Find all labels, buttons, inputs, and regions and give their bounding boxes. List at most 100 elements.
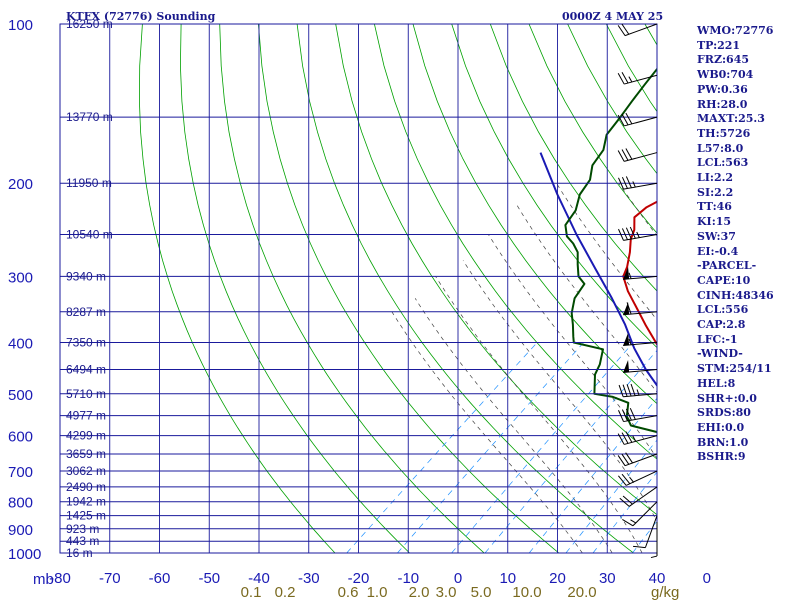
mixing-ratio-tick-label: 10.0 (512, 584, 541, 600)
wind-barb-feather (621, 228, 628, 240)
wind-barb-flag (623, 266, 630, 280)
index-item: KI:15 (697, 215, 732, 229)
wind-barb-feather (621, 71, 629, 84)
wind-barb (617, 148, 658, 162)
wind-barb-feather (621, 113, 629, 126)
pressure-tick-label: 1000 (8, 546, 41, 563)
mixing-ratio-tick-label: 0.1 (241, 584, 262, 600)
index-item: TH:5726 (697, 126, 751, 140)
wind-barb-feather (629, 226, 636, 239)
wind-barb-staff (624, 453, 658, 467)
sounding-indices-panel: WMO:72776 TP:221 FRZ:645 WB0:704 PW:0.36 RH:2… (697, 24, 774, 465)
wind-barb-feather (625, 176, 632, 188)
mixing-ratio-tick-label: 1.0 (367, 584, 388, 600)
moist-adiabat (391, 311, 583, 553)
wind-barb-staff (628, 486, 658, 507)
plot-frame (59, 23, 658, 554)
wind-barb (623, 302, 658, 316)
wind-barb (623, 360, 658, 374)
pressure-tick-label: 900 (8, 522, 33, 539)
wind-barb-feather (617, 455, 626, 466)
chart-title: KTFX (72776) Sounding (66, 10, 216, 23)
wind-barb (617, 71, 658, 85)
wind-barb (618, 407, 658, 423)
wind-barb-feather (625, 227, 632, 240)
wind-barb-feather (625, 452, 633, 464)
height-label: 7350 m (66, 336, 106, 350)
wind-barb (622, 501, 658, 527)
wind-barb (618, 176, 658, 190)
wind-barb-staff (624, 152, 658, 162)
index-item: LCL:556 (697, 303, 749, 317)
temperature-tick-label: 40 (649, 570, 666, 587)
index-item: FRZ:645 (697, 53, 750, 67)
wind-barb-staff (623, 275, 658, 280)
mixing-ratio-tick-label: 3.0 (436, 584, 457, 600)
height-label: 1942 m (66, 495, 106, 509)
mixing-ratio-tick-label: 5.0 (471, 584, 492, 600)
wind-barb-staff (632, 501, 658, 527)
wind-barbs (617, 23, 658, 559)
wind-barb-feather (621, 409, 628, 422)
wind-barb-feather (617, 114, 625, 127)
wind-barb-feather (618, 475, 627, 486)
chart-grid (59, 23, 658, 554)
wind-barb-half-feather (628, 338, 632, 345)
mixing-ratio-unit: g/kg (651, 584, 679, 600)
height-label: 6494 m (66, 363, 106, 377)
wind-barb-flag (623, 332, 630, 346)
height-label: 16250 m (66, 17, 113, 31)
temperature-tick-label: -20 (348, 570, 370, 587)
index-item: SW:37 (697, 229, 736, 243)
wind-barb-feather (621, 473, 631, 485)
wind-barb-feather (618, 384, 624, 397)
temperature-tick-label: 30 (599, 570, 616, 587)
wind-barb (623, 332, 658, 346)
wind-barb-staff (624, 23, 658, 37)
wind-barb-feather (618, 177, 624, 190)
height-label: 9340 m (66, 269, 106, 283)
index-item: -WIND- (697, 347, 743, 361)
pressure-tick-label: 600 (8, 429, 33, 446)
wind-barb-half-feather (636, 389, 640, 396)
wind-barb-feather (618, 410, 624, 422)
wind-barb-half-feather (628, 76, 633, 83)
wind-barb-feather (633, 545, 646, 549)
temperature-tick-label: 10 (499, 570, 516, 587)
mixing-ratio-tick-label: 2.0 (409, 584, 430, 600)
wind-barb-staff (624, 116, 658, 127)
index-item: SHR+:0.0 (697, 391, 757, 405)
index-item: PW:0.36 (697, 82, 748, 96)
wind-barb-feather (621, 149, 629, 161)
index-item: WMO:72776 (697, 24, 774, 37)
pressure-tick-label: 400 (8, 336, 33, 353)
index-item: CAPE:10 (697, 273, 751, 287)
height-label: 8287 m (66, 305, 106, 319)
wind-barb (617, 452, 658, 467)
wind-barb (623, 266, 658, 280)
temperature-tick-label: -60 (149, 570, 171, 587)
wind-barb-feather (625, 408, 632, 421)
index-item: CINH:48346 (697, 288, 774, 302)
wind-barb-half-feather (628, 272, 632, 279)
index-item: RH:28.0 (697, 97, 748, 111)
wind-barb-half-feather (636, 231, 640, 238)
wind-barb (617, 23, 658, 37)
wind-barb-flag (623, 360, 630, 373)
wind-barb-feather (617, 433, 625, 445)
height-label: 3659 m (66, 447, 106, 461)
height-label: 5710 m (66, 387, 106, 401)
wind-barb-half-feather (630, 519, 637, 524)
dewpoint-line (564, 67, 657, 434)
wind-barb-feather (630, 383, 636, 396)
wind-barb (633, 515, 658, 549)
chart-datetime: 0000Z 4 MAY 25 (562, 10, 663, 23)
wind-barb-feather (617, 25, 626, 36)
index-item: WB0:704 (697, 68, 754, 82)
index-item: TP:221 (697, 38, 741, 52)
mixing-ratio-tick-label: 0.2 (275, 584, 296, 600)
wind-barb-feather (629, 407, 636, 420)
index-item: MAXT:25.3 (697, 112, 765, 126)
wind-barb-feather (622, 518, 634, 527)
